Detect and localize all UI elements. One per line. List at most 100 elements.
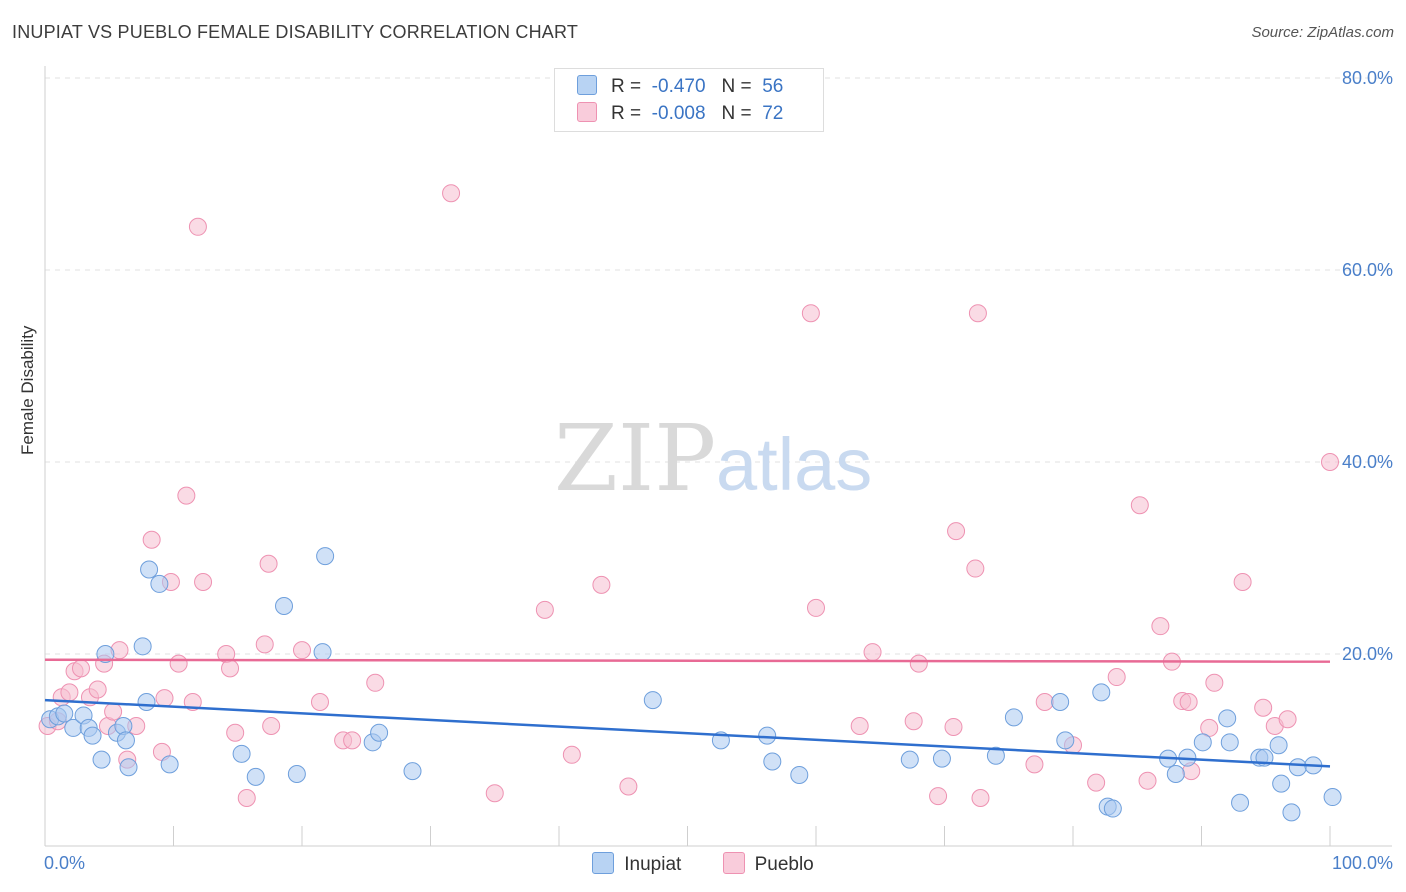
legend-r-value: -0.470 bbox=[651, 76, 706, 97]
pueblo-point bbox=[909, 654, 928, 673]
pueblo-trend-line bbox=[44, 658, 1331, 663]
inupiat-point bbox=[275, 597, 294, 615]
pueblo-point bbox=[1025, 755, 1044, 774]
inupiat-point bbox=[140, 560, 159, 579]
inupiat-point bbox=[1166, 765, 1185, 783]
inupiat-trend-line bbox=[44, 698, 1331, 768]
pueblo-point bbox=[904, 712, 923, 731]
pueblo-point bbox=[226, 723, 245, 742]
inupiat-point bbox=[370, 723, 389, 742]
pueblo-point bbox=[293, 641, 311, 660]
legend-n-label: N = bbox=[721, 103, 752, 124]
inupiat-point bbox=[1193, 733, 1212, 752]
stats-legend: R = -0.470 N = 56 R = -0.008 N = 72 bbox=[554, 68, 824, 132]
pueblo-point bbox=[262, 717, 281, 735]
pueblo-point bbox=[1130, 496, 1149, 515]
inupiat-point bbox=[1220, 733, 1239, 752]
pueblo-point bbox=[944, 717, 963, 736]
y-tick-label: 80.0% bbox=[1342, 68, 1393, 88]
inupiat-point bbox=[986, 746, 1005, 765]
inupiat-point bbox=[137, 693, 156, 711]
pueblo-point bbox=[194, 573, 213, 591]
legend-r-label: R = bbox=[611, 76, 642, 97]
pueblo-point bbox=[1107, 668, 1126, 687]
grid-lines bbox=[45, 77, 1392, 655]
pueblo-point bbox=[971, 789, 990, 807]
pueblo-point bbox=[1138, 771, 1157, 790]
inupiat-point bbox=[313, 643, 332, 662]
inupiat-point bbox=[133, 637, 152, 656]
inupiat-point bbox=[758, 726, 777, 745]
inupiat-point bbox=[119, 758, 138, 777]
legend-n-label: N = bbox=[721, 76, 752, 97]
pueblo-point bbox=[947, 522, 966, 541]
inupiat-point bbox=[1004, 708, 1023, 727]
pueblo-point bbox=[850, 717, 869, 735]
inupiat-point bbox=[1218, 709, 1237, 728]
inupiat-point bbox=[96, 645, 115, 663]
x-tick-labels: 0.0% 100.0% bbox=[44, 853, 1393, 873]
legend-row-pueblo: R = -0.008 N = 72 bbox=[577, 102, 783, 126]
pueblo-point bbox=[801, 304, 820, 323]
legend-label-pueblo: Pueblo bbox=[754, 854, 814, 875]
inupiat-point bbox=[232, 744, 251, 763]
x-tick-label: 100.0% bbox=[1332, 853, 1393, 873]
y-tick-label: 60.0% bbox=[1342, 260, 1393, 280]
x-tick-label: 0.0% bbox=[44, 853, 85, 873]
inupiat-point bbox=[1231, 793, 1250, 812]
inupiat-point bbox=[83, 726, 102, 745]
inupiat-point bbox=[246, 767, 265, 786]
watermark: ZIP atlas bbox=[554, 405, 872, 512]
inupiat-point bbox=[150, 574, 169, 593]
inupiat-point bbox=[92, 750, 111, 769]
pueblo-point bbox=[60, 683, 79, 702]
pueblo-point bbox=[71, 659, 90, 678]
y-tick-label: 40.0% bbox=[1342, 452, 1393, 472]
pueblo-point bbox=[1321, 453, 1339, 471]
pueblo-point bbox=[188, 217, 207, 236]
pueblo-point bbox=[366, 673, 385, 692]
pueblo-point bbox=[807, 598, 825, 617]
pueblo-point bbox=[1179, 693, 1198, 711]
pueblo-point bbox=[155, 689, 174, 708]
legend-item-pueblo: Pueblo bbox=[722, 852, 814, 876]
pueblo-point bbox=[619, 777, 638, 796]
y-tick-labels: 20.0% 40.0% 60.0% 80.0% bbox=[1342, 68, 1393, 664]
pueblo-point bbox=[177, 486, 196, 505]
pueblo-point bbox=[221, 659, 240, 678]
chart-title: INUPIAT VS PUEBLO FEMALE DISABILITY CORR… bbox=[12, 22, 579, 42]
inupiat-point bbox=[1272, 774, 1291, 793]
inupiat-point bbox=[316, 547, 335, 566]
pueblo-point bbox=[929, 787, 948, 806]
watermark-zip: ZIP bbox=[554, 405, 716, 512]
legend-label-inupiat: Inupiat bbox=[624, 854, 682, 875]
axes bbox=[44, 66, 1392, 847]
pueblo-point bbox=[259, 554, 278, 573]
pueblo-point bbox=[88, 680, 107, 699]
pueblo-point bbox=[237, 789, 256, 807]
inupiat-point bbox=[1056, 731, 1075, 750]
inupiat-swatch bbox=[592, 852, 615, 874]
pueblo-point bbox=[1035, 693, 1054, 711]
pueblo-point bbox=[1087, 773, 1106, 792]
inupiat-point bbox=[1103, 799, 1122, 818]
pueblo-point bbox=[442, 184, 461, 203]
source-label: Source: ZipAtlas.com bbox=[1251, 24, 1394, 41]
inupiat-point bbox=[763, 752, 782, 771]
pueblo-swatch bbox=[722, 852, 745, 874]
inupiat-point bbox=[1269, 736, 1288, 755]
pueblo-points bbox=[38, 184, 1339, 807]
pueblo-point bbox=[169, 654, 188, 673]
pueblo-point bbox=[255, 635, 274, 654]
inupiat-point bbox=[1288, 758, 1307, 777]
inupiat-point bbox=[790, 765, 809, 784]
legend-n-value: 72 bbox=[762, 103, 784, 124]
pueblo-point bbox=[1151, 617, 1170, 636]
inupiat-point bbox=[900, 750, 919, 769]
pueblo-point bbox=[863, 643, 882, 662]
inupiat-point bbox=[116, 731, 135, 750]
pueblo-point bbox=[1254, 698, 1273, 717]
pueblo-point bbox=[592, 575, 611, 594]
inupiat-point bbox=[1051, 693, 1070, 711]
